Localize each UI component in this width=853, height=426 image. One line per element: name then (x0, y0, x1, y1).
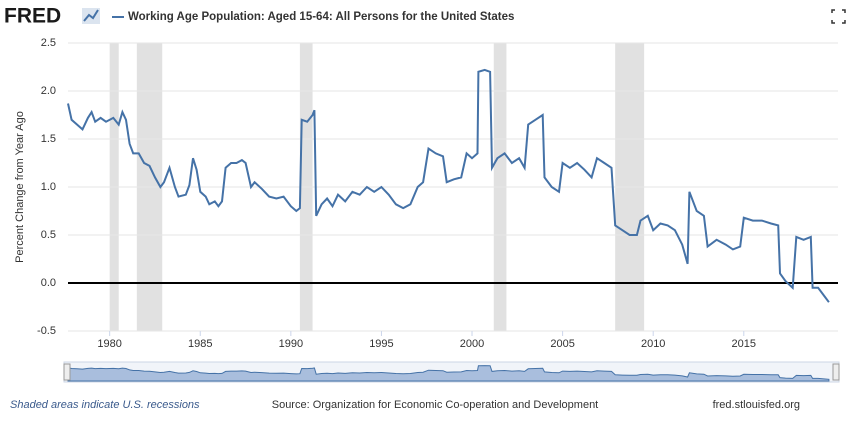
x-tick-label: 1980 (97, 338, 121, 350)
x-tick-label: 2015 (732, 338, 756, 350)
plot-area: 2.5 2.0 1.5 1.0 0.5 0.0 -0.5 1980 1985 1990 1995 20… (37, 37, 838, 350)
x-tick-label: 1985 (188, 338, 212, 350)
x-tick-label: 2010 (641, 338, 665, 350)
recession-note: Shaded areas indicate U.S. recessions (10, 399, 200, 411)
x-tick-label: 1995 (369, 338, 393, 350)
source: Source: Organization for Economic Co-ope… (272, 399, 599, 411)
y-tick-label: 2.5 (41, 37, 56, 49)
y-tick-label: -0.5 (37, 325, 56, 337)
y-tick-label: 2.0 (41, 85, 56, 97)
logo-icon (82, 8, 100, 24)
x-tick-label: 2005 (550, 338, 574, 350)
y-axis-label: Percent Change from Year Ago (14, 111, 26, 263)
navigator-series (67, 365, 830, 382)
x-tick-label: 1990 (279, 338, 303, 350)
site-url[interactable]: fred.stlouisfed.org (713, 399, 800, 411)
x-tick-label: 2000 (460, 338, 484, 350)
y-tick-label: 0.5 (41, 229, 56, 241)
logo: FRED (4, 5, 61, 28)
navigator-area (67, 365, 830, 382)
navigator-handle-left[interactable] (63, 363, 71, 381)
legend-label: Working Age Population: Aged 15-64: All … (128, 11, 514, 23)
y-tick-label: 1.0 (41, 181, 56, 193)
y-tick-label: 0.0 (41, 277, 56, 289)
navigator-handle-right[interactable] (832, 363, 840, 381)
series-line (67, 68, 830, 303)
fullscreen-icon[interactable] (831, 9, 846, 24)
y-tick-label: 1.5 (41, 133, 56, 145)
